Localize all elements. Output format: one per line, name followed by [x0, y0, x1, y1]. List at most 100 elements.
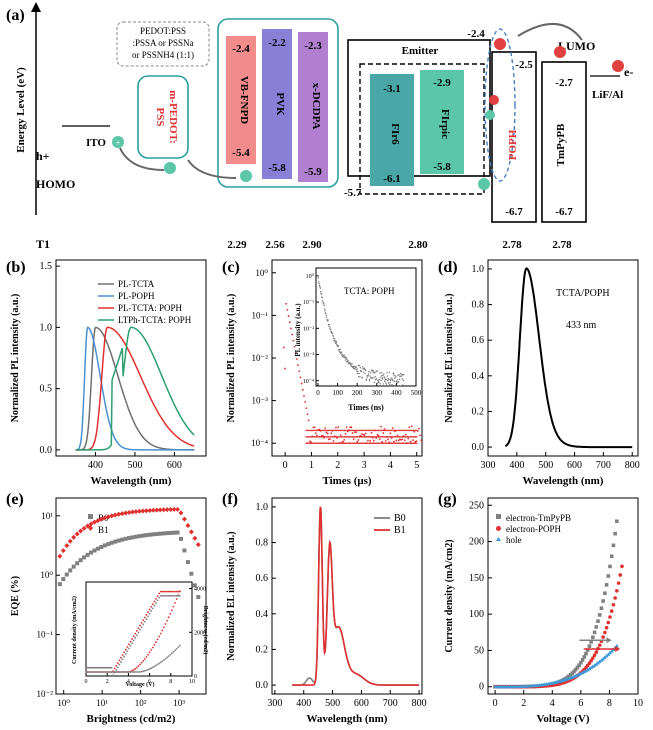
scatter-point-b0 [162, 531, 166, 535]
t1-x-dcdpa: 2.90 [302, 239, 322, 251]
scatter-point [305, 407, 307, 409]
inset-current-point [147, 611, 149, 613]
inset-current-point [111, 667, 113, 669]
inset-brightness-point [139, 664, 141, 666]
inset-y-tick-label: 10⁰ [306, 273, 315, 280]
inset-scatter-point [368, 371, 369, 372]
inset-scatter-point [383, 373, 384, 374]
y-tick-label: 10⁰ [255, 268, 268, 278]
y-tick-label: 10⁻³ [252, 396, 269, 406]
scatter-point-electron-poph [605, 626, 609, 630]
inset-scatter-point [341, 352, 342, 353]
inset-scatter-point [369, 379, 370, 380]
panel-a: (a) Energy Level (eV) h+ HOMO T1 LUMO e-… [6, 2, 633, 251]
inset-brightness-point [118, 671, 120, 673]
inset-current-point [91, 667, 93, 669]
inset-scatter-point [395, 375, 396, 376]
inset-scatter-point [359, 365, 360, 366]
y-tick-label: 200 [469, 537, 484, 548]
inset-current-point [146, 618, 148, 620]
inset-current-point [139, 629, 141, 631]
inset-right-tick-label: 4000 [194, 587, 206, 593]
inset-scatter-point [396, 381, 397, 382]
inset-x-tick-label: 100 [332, 389, 343, 397]
chart-d-annotation-title: TCTA/POPH [556, 288, 610, 299]
chart-d: Wavelength (nm) Normalized EL intensity … [444, 260, 640, 487]
inset-scatter-point [366, 379, 367, 380]
legend-pl-tcta-poph: PL-TCTA: POPH [118, 303, 183, 313]
x-tick-label: 400 [509, 460, 524, 471]
inset-brightness-point [179, 590, 181, 592]
inset-current-point [138, 632, 140, 634]
inset-current-point [103, 667, 105, 669]
inset-current-point [169, 591, 171, 593]
scatter-point [387, 439, 389, 441]
scatter-point-b1 [61, 548, 66, 553]
scatter-point-electron-poph [606, 621, 610, 625]
inset-scatter-point [380, 383, 381, 384]
panel-label-f: (f) [222, 491, 238, 508]
y-tick-label: 0.4 [256, 609, 269, 620]
inset-current-point [106, 667, 108, 669]
inset-scatter-point [319, 285, 320, 286]
y-tick-label: 10¹ [41, 511, 53, 521]
y-tick-label: 0.2 [256, 644, 269, 655]
inset-scatter-point [399, 376, 400, 377]
inset-current-point [161, 595, 163, 597]
inset-current-point [112, 674, 114, 676]
poph-name: POPH [507, 129, 519, 160]
chart-c-ylabel: Normalized PL intensity (a.u.) [226, 294, 237, 423]
inset-current-point [101, 667, 103, 669]
scatter-point [298, 370, 300, 372]
y-tick-label: 1.0 [472, 264, 485, 275]
scatter-point-b0 [58, 582, 62, 586]
inset-current-point [107, 667, 109, 669]
inset-current-point [160, 591, 162, 593]
hole-plus-icon: + [115, 138, 120, 148]
inset-current-point [98, 667, 100, 669]
inset-brightness-point [149, 652, 151, 654]
inset-scatter-point [336, 343, 337, 344]
x-tick-label: 300 [267, 698, 282, 709]
inset-current-point [130, 645, 132, 647]
y-tick-label: 0.5 [40, 384, 53, 395]
inset-brightness-point [117, 671, 119, 673]
inset-current-point [150, 606, 152, 608]
electron-label: e- [624, 65, 633, 79]
y-tick-label: 0.6 [472, 335, 485, 346]
inset-scatter-point [322, 300, 323, 301]
y-tick-label: 0.0 [472, 442, 485, 453]
inset-scatter-point [324, 310, 325, 311]
inset-scatter-point [382, 377, 383, 378]
scatter-point-b1 [64, 543, 69, 548]
inset-scatter-point [328, 326, 329, 327]
inset-scatter-point [350, 363, 351, 364]
scatter-point [367, 440, 369, 442]
chart-f-ylabel: Normalized EL intensity (a.u.) [226, 531, 237, 660]
scatter-point-b1 [179, 510, 184, 515]
x-tick-label: 4 [550, 698, 555, 709]
chart-d-xlabel: Wavelength (nm) [523, 475, 604, 487]
inset-brightness-point [152, 647, 154, 649]
scatter-point-b0 [96, 547, 100, 551]
scatter-point [343, 439, 345, 441]
inset-brightness-point [144, 658, 146, 660]
inset-scatter-point [349, 362, 350, 363]
chart-g: Voltage (V) Current density (mA/cm2) ele… [444, 498, 643, 725]
inset-scatter-point [319, 286, 320, 287]
inset-current-point [88, 667, 90, 669]
inset-scatter-point [380, 380, 381, 381]
scatter-point [335, 427, 337, 429]
scatter-point-b0 [158, 532, 162, 536]
inset-brightness-point [87, 671, 89, 673]
chart-g-ylabel: Current density (mA/cm2) [444, 539, 455, 652]
scatter-point-b0 [117, 539, 121, 543]
x-tick-label: 700 [383, 698, 398, 709]
chart-f: Wavelength (nm) Normalized EL intensity … [226, 498, 427, 725]
inset-brightness-point [91, 671, 93, 673]
scatter-point [408, 426, 410, 428]
electron-icon [494, 38, 506, 50]
scatter-point [355, 431, 357, 433]
inset-scatter-point [388, 382, 389, 383]
inset-current-point [118, 659, 120, 661]
